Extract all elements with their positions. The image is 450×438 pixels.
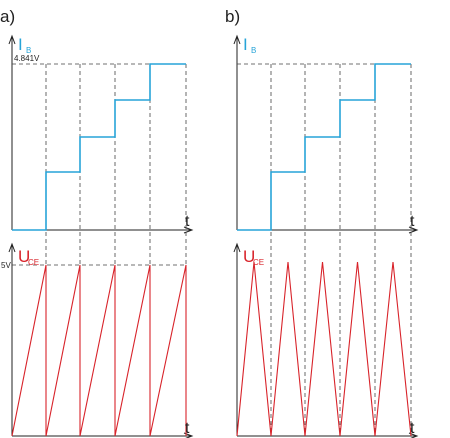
ib-waveform <box>12 63 186 231</box>
y-label-sub: B <box>26 46 31 55</box>
panel-label: b) <box>225 7 240 26</box>
axis <box>233 242 419 438</box>
panel: b)I Bt UCE t <box>225 7 419 438</box>
x-label: t <box>410 213 415 230</box>
y-label-sub: B <box>251 46 256 55</box>
panel: a)I B4.841V t UCE 5V t <box>0 7 194 438</box>
y-label: U <box>18 247 30 266</box>
uce-waveform <box>236 261 412 437</box>
ib-waveform <box>237 63 411 231</box>
y-label-sub: CE <box>253 258 264 267</box>
x-label: t <box>185 420 190 437</box>
axis <box>8 242 194 438</box>
y-label: I <box>243 35 248 54</box>
y-label: I <box>18 35 23 54</box>
level-label: 5V <box>1 261 11 270</box>
axis <box>8 34 194 234</box>
x-label: t <box>185 213 190 230</box>
y-label-sub: CE <box>28 258 39 267</box>
panel-label: a) <box>0 7 15 26</box>
x-label: t <box>410 420 415 437</box>
axis <box>233 34 419 234</box>
level-label: 4.841V <box>14 54 40 63</box>
y-label: U <box>243 247 255 266</box>
uce-waveform <box>11 264 187 437</box>
